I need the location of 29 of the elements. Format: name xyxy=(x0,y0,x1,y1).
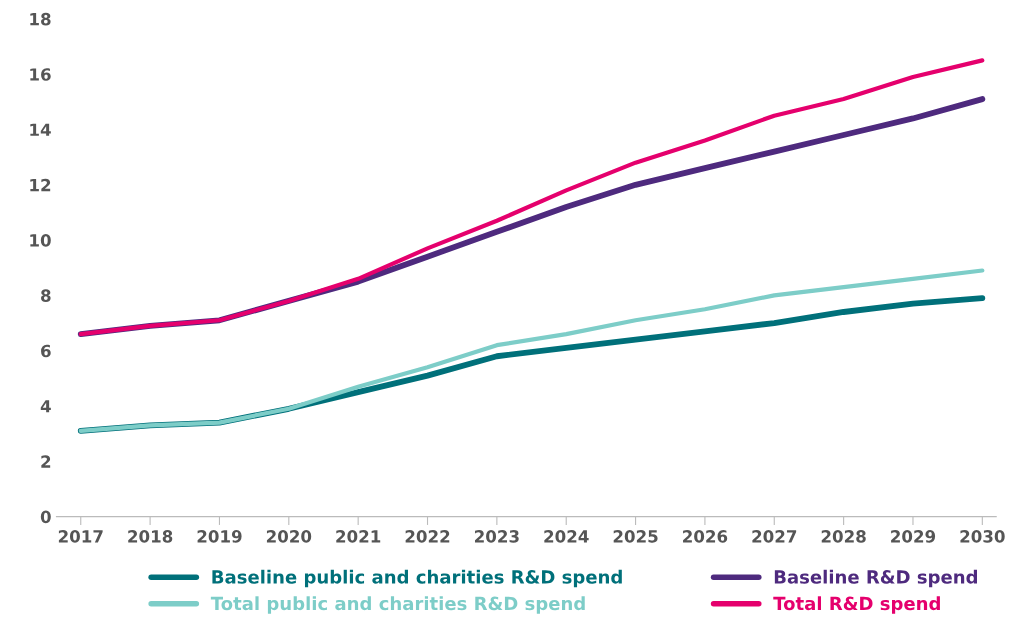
y-tick-label: 2 xyxy=(41,455,51,468)
y-tick-label: 16 xyxy=(30,68,51,81)
x-tick-label: 2023 xyxy=(474,530,519,543)
y-tick-label: 14 xyxy=(30,123,51,136)
y-tick-label: 10 xyxy=(30,234,51,247)
x-tick-label: 2027 xyxy=(752,530,797,543)
legend-label: Baseline public and charities R&D spend xyxy=(212,569,622,588)
legend-label: Total R&D spend xyxy=(773,596,940,614)
legend-label: Total public and charities R&D spend xyxy=(210,596,585,614)
x-tick-label: 2029 xyxy=(891,530,936,543)
x-tick-label: 2020 xyxy=(266,530,312,543)
x-tick-label: 2026 xyxy=(683,530,728,543)
y-tick-label: 0 xyxy=(40,510,51,524)
legend-label: Baseline R&D spend xyxy=(774,569,977,588)
x-tick-label: 2025 xyxy=(613,530,658,543)
x-tick-label: 2018 xyxy=(128,530,173,543)
y-tick-label: 12 xyxy=(30,178,51,192)
x-tick-label: 2030 xyxy=(960,530,1005,543)
x-tick-label: 2017 xyxy=(58,530,103,543)
line-series xyxy=(78,268,985,433)
x-tick-label: 2021 xyxy=(336,530,381,543)
y-tick-label: 6 xyxy=(41,344,51,358)
y-tick-label: 4 xyxy=(40,400,51,413)
y-tick-label: 8 xyxy=(41,289,51,302)
y-tick-label: 18 xyxy=(30,12,51,26)
x-tick-label: 2022 xyxy=(405,530,450,543)
x-tick-label: 2019 xyxy=(197,530,242,543)
x-tick-label: 2024 xyxy=(544,530,589,543)
x-tick-label: 2028 xyxy=(821,530,866,543)
